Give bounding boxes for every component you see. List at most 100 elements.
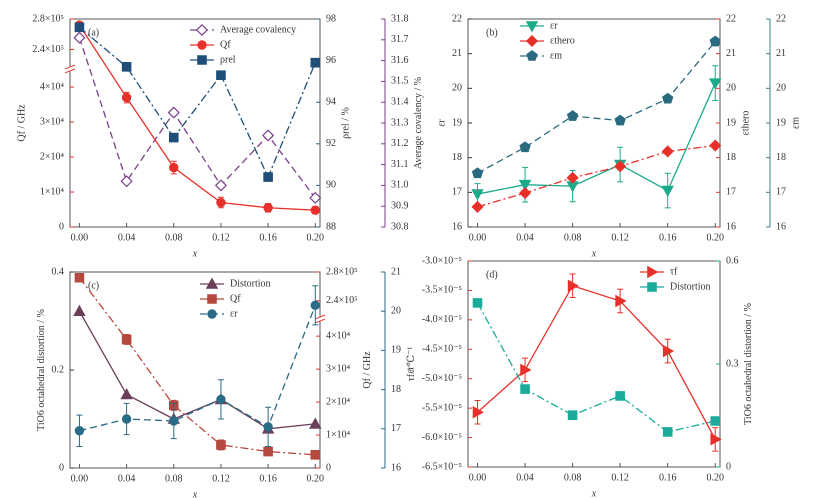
data-point — [121, 334, 132, 345]
y2-axis-label: ρrel / % — [340, 107, 351, 139]
data-point — [310, 205, 320, 215]
plot-frame — [69, 271, 321, 469]
x-tick-label: 0.12 — [611, 232, 629, 243]
legend-label: Distortion — [230, 278, 271, 289]
y-tick-label: 18 — [452, 152, 462, 163]
y-axis-label: Qf / GHz — [17, 104, 28, 142]
y3-tick-label: 20 — [391, 305, 401, 316]
y-axis-label: εr — [436, 119, 447, 127]
data-point — [709, 35, 721, 47]
panel-label: (d) — [486, 269, 498, 280]
y2-tick-label: 88 — [326, 221, 336, 232]
data-point — [662, 92, 674, 104]
x-tick-label: 0.08 — [564, 232, 582, 243]
y-tick-label: -5.0×10⁻⁵ — [422, 373, 462, 384]
legend-marker — [195, 23, 209, 37]
y2-tick-label: 96 — [326, 55, 336, 66]
legend-label: Qf — [230, 293, 241, 304]
legend-marker — [207, 294, 217, 304]
x-tick-label: 0.16 — [259, 473, 277, 484]
x-axis-label: x — [591, 488, 597, 498]
y-tick-label: 20 — [452, 83, 462, 94]
data-point — [519, 186, 532, 200]
data-point — [662, 427, 673, 437]
y-tick-label: 0.2 — [52, 364, 65, 375]
y3-tick-label: 31.6 — [391, 55, 409, 66]
legend-marker — [207, 309, 217, 319]
data-point — [74, 426, 85, 436]
y-tick-label: -5.5×10⁻⁵ — [422, 402, 462, 413]
y-tick-label: 2.4×10⁵ — [32, 44, 64, 55]
y-tick-label: -6.5×10⁻⁵ — [422, 461, 462, 472]
x-tick-label: 0.16 — [659, 472, 677, 483]
legend-label: Distortion — [670, 281, 711, 292]
y-axis-label: τf / ℃⁻¹ — [406, 347, 417, 382]
series-line — [78, 310, 316, 430]
data-point — [169, 416, 179, 426]
data-point — [120, 388, 133, 400]
axis-break-mark — [314, 318, 326, 324]
y-tick-label: 3×10⁴ — [40, 116, 65, 127]
y-tick-label: 0 — [59, 221, 64, 232]
series-line — [477, 82, 716, 195]
legend-label: ρrel — [220, 54, 236, 65]
y3-tick-label: 17 — [391, 423, 401, 434]
y3-tick-label: 18 — [776, 152, 786, 163]
data-point — [263, 172, 273, 182]
y-tick-label: -4.0×10⁻⁵ — [422, 314, 462, 325]
y3-tick-label: 22 — [776, 13, 786, 24]
x-tick-label: 0.20 — [706, 232, 724, 243]
x-tick-label: 0.08 — [165, 473, 183, 484]
legend-marker — [525, 21, 539, 33]
legend-marker — [647, 282, 657, 292]
data-point — [121, 92, 132, 103]
data-point — [662, 344, 675, 358]
y2-tick-label: 22 — [726, 13, 736, 24]
x-tick-label: 0.08 — [165, 232, 183, 243]
x-tick-label: 0.00 — [469, 472, 487, 483]
data-point — [661, 185, 674, 198]
x-tick-label: 0.08 — [564, 472, 582, 483]
y2-tick-label: 0.6 — [726, 255, 739, 266]
data-point — [614, 160, 627, 173]
y-tick-label: 17 — [452, 187, 462, 198]
data-point — [73, 31, 86, 44]
y-tick-label: -3.0×10⁻⁵ — [422, 255, 462, 266]
data-point — [121, 62, 132, 72]
data-point — [472, 298, 483, 308]
y-tick-label: 21 — [452, 48, 462, 59]
y3-tick-label: 19 — [391, 345, 401, 356]
y2-tick-label: 1×10⁴ — [326, 429, 351, 440]
x-tick-label: 0.20 — [307, 473, 325, 484]
y3-tick-label: 31.5 — [391, 76, 409, 87]
data-point — [471, 200, 484, 213]
y2-tick-label: 3×10⁴ — [326, 363, 351, 374]
y3-tick-label: 31.4 — [391, 96, 409, 107]
series-line — [78, 24, 316, 211]
x-tick-label: 0.12 — [212, 473, 230, 484]
x-tick-label: 0.12 — [212, 232, 230, 243]
y3-tick-label: 21 — [776, 48, 786, 59]
data-point — [310, 300, 320, 311]
y3-tick-label: 31.8 — [391, 13, 409, 24]
panel-label: (c) — [88, 280, 99, 291]
y2-tick-label: 0 — [726, 461, 731, 472]
y2-tick-label: 90 — [326, 180, 336, 191]
plot-frame — [467, 18, 721, 228]
y3-tick-label: 31.1 — [391, 159, 409, 170]
data-point — [520, 384, 530, 394]
data-point — [214, 179, 227, 192]
y3-tick-label: 19 — [776, 117, 786, 128]
y-tick-label: 2×10⁴ — [40, 151, 65, 162]
y-tick-label: -6.0×10⁻⁵ — [422, 432, 462, 443]
x-tick-label: 0.16 — [659, 232, 677, 243]
data-point — [262, 129, 275, 142]
y3-axis-label: Average covalency / % — [413, 77, 424, 169]
data-point — [216, 440, 226, 450]
data-point — [520, 363, 532, 377]
y3-tick-label: 21 — [391, 266, 401, 277]
data-point — [566, 171, 579, 184]
data-point — [614, 114, 626, 126]
legend-label: εthero — [550, 35, 575, 46]
panel-label: (a) — [88, 27, 99, 38]
